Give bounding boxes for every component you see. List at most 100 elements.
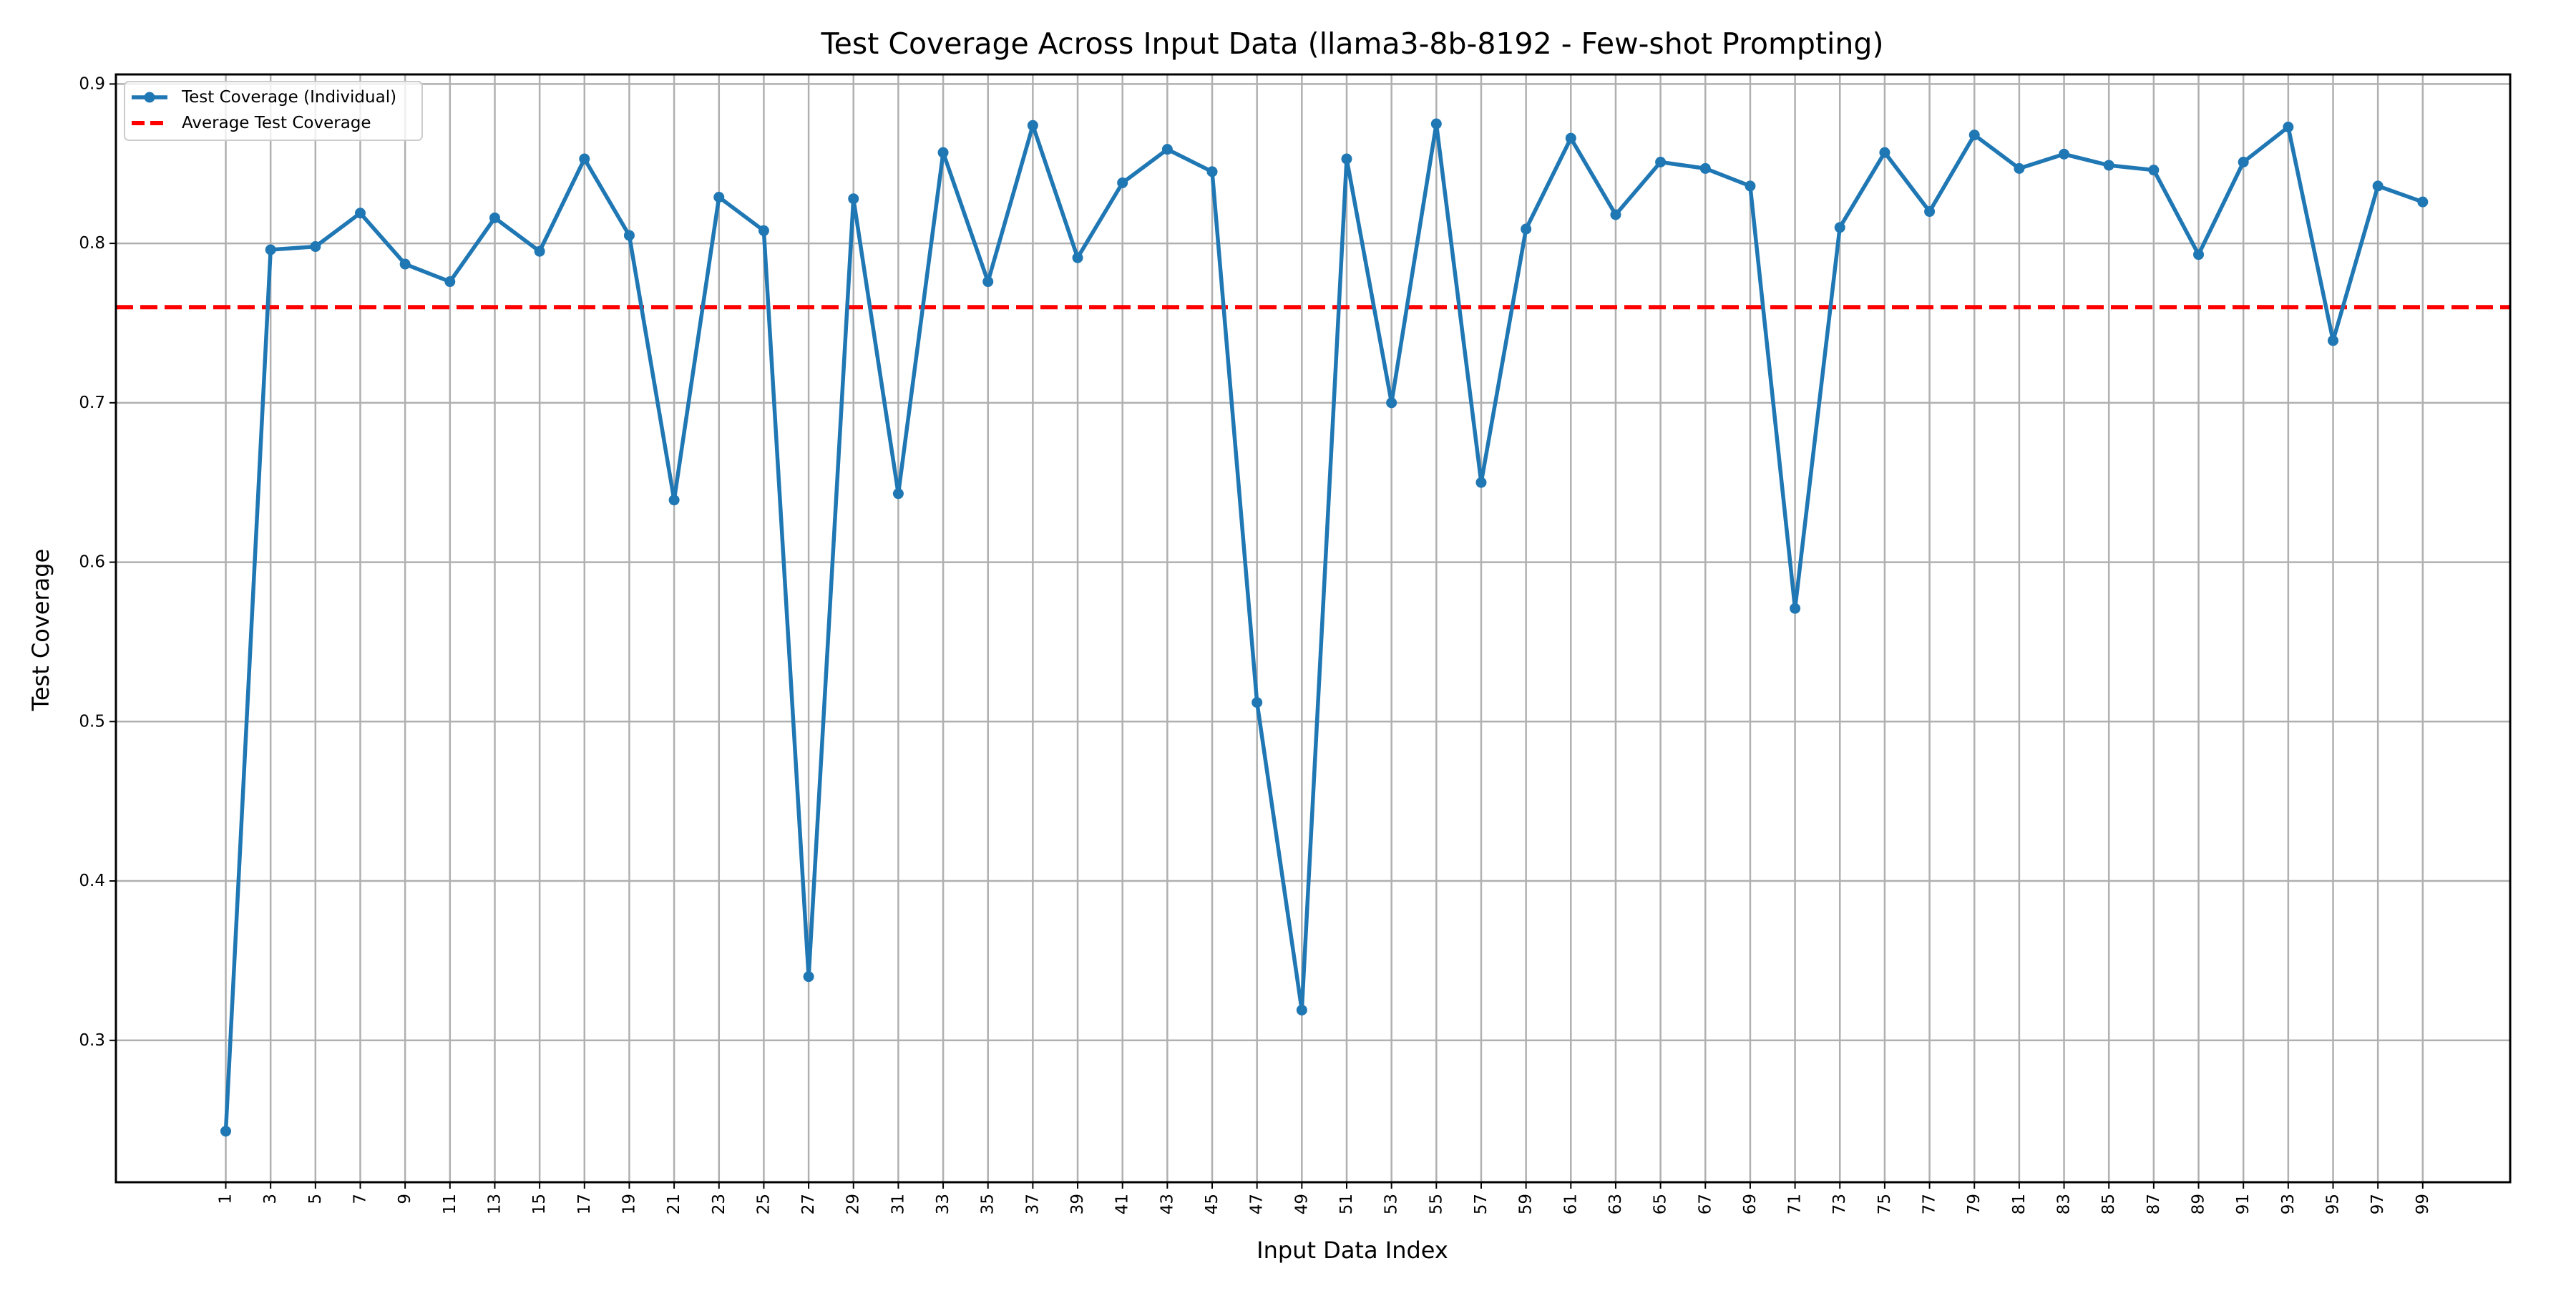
coverage-data-point xyxy=(2372,180,2384,192)
y-tick-label: 0.6 xyxy=(79,553,105,572)
coverage-data-point xyxy=(310,241,321,253)
x-tick-label: 51 xyxy=(1337,1194,1356,1214)
x-tick-label: 5 xyxy=(306,1194,325,1204)
coverage-data-point xyxy=(534,245,545,257)
coverage-data-point xyxy=(1655,157,1667,168)
coverage-data-point xyxy=(1161,144,1173,155)
x-tick-label: 89 xyxy=(2190,1194,2208,1214)
x-tick-label: 19 xyxy=(620,1194,638,1214)
x-tick-label: 9 xyxy=(396,1194,414,1204)
x-tick-label: 1 xyxy=(217,1194,235,1204)
coverage-data-point xyxy=(1968,130,1980,141)
coverage-data-point xyxy=(803,971,814,983)
x-tick-label: 31 xyxy=(889,1194,907,1214)
x-tick-label: 39 xyxy=(1068,1194,1087,1214)
coverage-data-point xyxy=(1430,118,1442,130)
coverage-data-point xyxy=(2417,196,2429,208)
x-tick-label: 75 xyxy=(1875,1194,1894,1214)
x-tick-label: 35 xyxy=(979,1194,997,1214)
coverage-data-point xyxy=(2103,160,2114,171)
x-tick-label: 49 xyxy=(1292,1194,1311,1214)
coverage-data-point xyxy=(399,258,411,270)
y-tick-label: 0.9 xyxy=(79,74,105,93)
x-tick-label: 11 xyxy=(441,1194,459,1214)
coverage-data-point xyxy=(937,147,949,158)
coverage-data-point xyxy=(2014,162,2025,174)
x-tick-label: 23 xyxy=(710,1194,728,1214)
coverage-data-point xyxy=(2148,165,2160,176)
x-tick-label: 61 xyxy=(1561,1194,1580,1214)
x-tick-label: 47 xyxy=(1248,1194,1267,1214)
coverage-data-point xyxy=(2059,148,2070,160)
x-tick-label: 65 xyxy=(1652,1194,1670,1214)
coverage-data-point xyxy=(1879,147,1890,158)
coverage-data-point xyxy=(758,225,769,236)
x-tick-label: 77 xyxy=(1921,1194,1939,1214)
coverage-data-point xyxy=(2327,335,2338,346)
coverage-data-point xyxy=(892,488,904,500)
y-tick-label: 0.7 xyxy=(79,394,105,412)
x-tick-label: 99 xyxy=(2414,1194,2432,1214)
y-axis-label: Test Coverage xyxy=(27,549,54,712)
coverage-data-point xyxy=(1699,162,1711,174)
x-tick-label: 73 xyxy=(1830,1194,1849,1214)
x-tick-label: 57 xyxy=(1472,1194,1491,1214)
x-tick-label: 63 xyxy=(1606,1194,1625,1214)
x-tick-label: 45 xyxy=(1203,1194,1221,1214)
data-series xyxy=(116,118,2510,1137)
y-tick-label: 0.3 xyxy=(79,1031,105,1050)
coverage-data-point xyxy=(1790,603,1801,614)
x-tick-label: 85 xyxy=(2099,1194,2118,1214)
coverage-data-point xyxy=(220,1126,232,1137)
x-tick-label: 7 xyxy=(351,1194,369,1204)
coverage-data-point xyxy=(1834,222,1845,233)
coverage-data-point xyxy=(1521,223,1532,235)
x-tick-label: 69 xyxy=(1741,1194,1760,1214)
legend-box xyxy=(124,81,423,141)
coverage-data-point xyxy=(1475,477,1487,488)
x-tick-label: 17 xyxy=(575,1194,594,1214)
x-tick-label: 71 xyxy=(1786,1194,1805,1214)
x-tick-label: 33 xyxy=(934,1194,952,1214)
coverage-data-point xyxy=(982,276,994,288)
coverage-data-point xyxy=(444,276,456,288)
y-tick-label: 0.8 xyxy=(79,234,105,253)
x-tick-label: 59 xyxy=(1517,1194,1536,1214)
coverage-data-point xyxy=(1252,697,1263,708)
x-tick-label: 79 xyxy=(1965,1194,1984,1214)
coverage-data-point xyxy=(1072,252,1083,263)
legend-marker-swatch xyxy=(144,92,155,103)
y-tick-label: 0.4 xyxy=(79,872,105,890)
chart-title: Test Coverage Across Input Data (llama3-… xyxy=(821,26,1884,61)
coverage-data-point xyxy=(265,244,276,255)
coverage-data-point xyxy=(668,495,680,506)
coverage-data-point xyxy=(579,153,590,165)
coverage-data-point xyxy=(2193,249,2205,260)
x-axis-label: Input Data Index xyxy=(1257,1237,1448,1264)
x-tick-label: 3 xyxy=(261,1194,280,1204)
plot-frame xyxy=(114,73,2512,1184)
legend-label-individual: Test Coverage (Individual) xyxy=(181,88,396,107)
coverage-data-point xyxy=(1206,166,1218,177)
coverage-data-point xyxy=(1924,206,1936,218)
coverage-data-point xyxy=(1341,153,1352,165)
x-tick-label: 29 xyxy=(844,1194,863,1214)
coverage-data-point xyxy=(1565,132,1576,144)
legend-label-average: Average Test Coverage xyxy=(182,114,371,132)
coverage-data-point xyxy=(354,208,366,219)
x-tick-label: 53 xyxy=(1382,1194,1401,1214)
x-tick-label: 55 xyxy=(1427,1194,1445,1214)
legend: Test Coverage (Individual) Average Test C… xyxy=(124,81,423,141)
x-tick-label: 37 xyxy=(1023,1194,1042,1214)
x-tick-label: 95 xyxy=(2323,1194,2342,1214)
x-tick-label: 21 xyxy=(665,1194,683,1214)
coverage-series-line xyxy=(223,122,2424,1131)
coverage-data-point xyxy=(848,193,859,205)
coverage-data-point xyxy=(1610,209,1621,220)
coverage-data-point xyxy=(623,230,635,241)
y-tick-label: 0.5 xyxy=(79,712,105,731)
grid-lines xyxy=(116,74,2510,1182)
coverage-data-point xyxy=(2283,122,2294,133)
